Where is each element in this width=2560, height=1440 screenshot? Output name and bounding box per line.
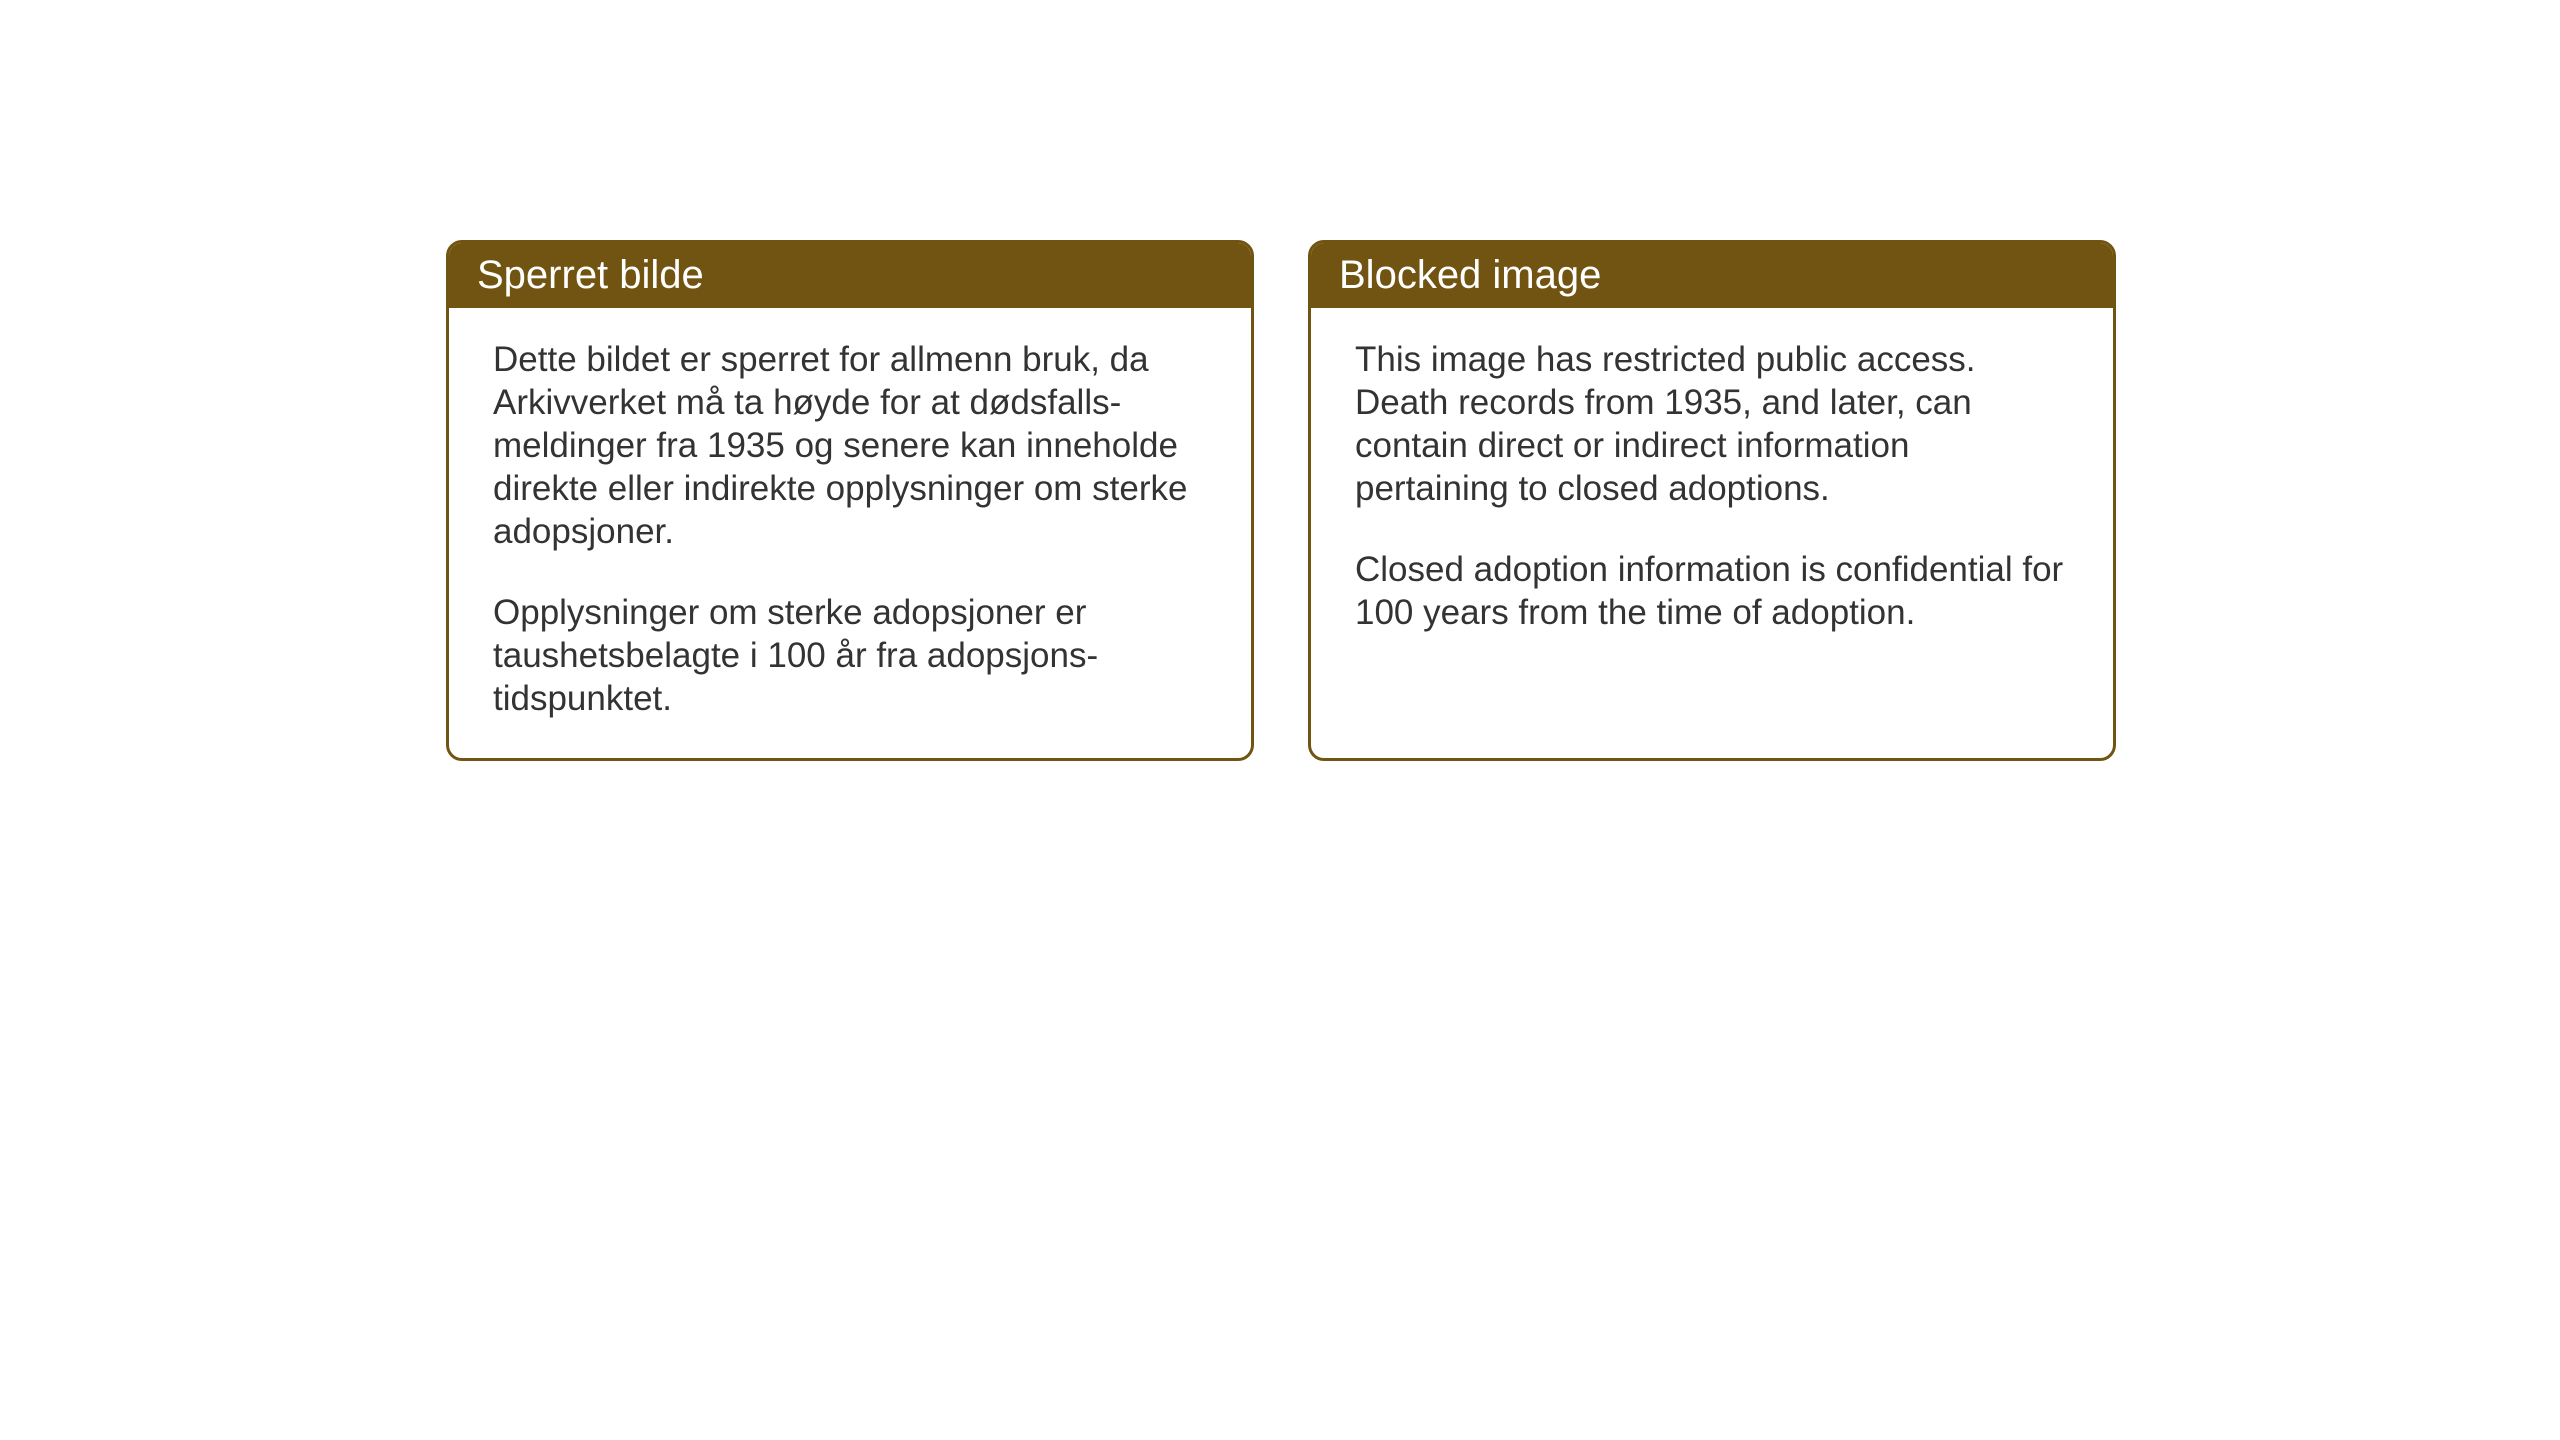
notice-body-norwegian: Dette bildet er sperret for allmenn bruk… (449, 308, 1251, 758)
notice-paragraph-2-norwegian: Opplysninger om sterke adopsjoner er tau… (493, 591, 1207, 720)
notice-paragraph-2-english: Closed adoption information is confident… (1355, 548, 2069, 634)
notice-box-norwegian: Sperret bilde Dette bildet er sperret fo… (446, 240, 1254, 761)
notice-body-english: This image has restricted public access.… (1311, 308, 2113, 729)
notice-header-english: Blocked image (1311, 243, 2113, 308)
notice-paragraph-1-english: This image has restricted public access.… (1355, 338, 2069, 510)
notice-header-norwegian: Sperret bilde (449, 243, 1251, 308)
notice-box-english: Blocked image This image has restricted … (1308, 240, 2116, 761)
notice-paragraph-1-norwegian: Dette bildet er sperret for allmenn bruk… (493, 338, 1207, 553)
notice-container: Sperret bilde Dette bildet er sperret fo… (446, 240, 2116, 761)
